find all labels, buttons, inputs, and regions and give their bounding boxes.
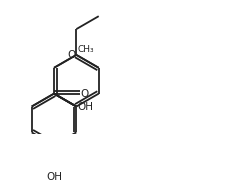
Text: O: O xyxy=(81,89,89,99)
Text: CH₃: CH₃ xyxy=(77,45,94,54)
Text: OH: OH xyxy=(46,172,62,181)
Text: OH: OH xyxy=(78,102,94,111)
Text: O: O xyxy=(67,50,76,60)
